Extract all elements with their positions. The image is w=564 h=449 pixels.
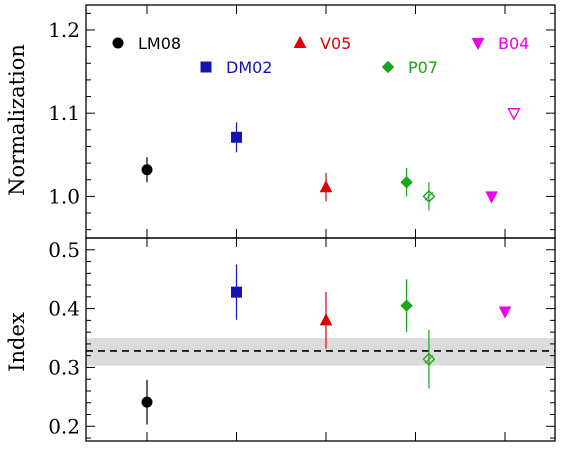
top-y-tick-label: 1.0: [48, 184, 80, 208]
reference-band: [86, 338, 555, 366]
legend-marker-dm02: [200, 61, 212, 73]
bottom-panel: 0.2 0.3 0.4 0.5 Index: [5, 237, 555, 441]
bottom-point-p07: [422, 352, 436, 366]
top-point-dm02: [231, 131, 242, 143]
legend-marker-v05: [293, 35, 307, 48]
legend-marker-b04: [471, 38, 485, 51]
legend-marker-p07: [381, 60, 395, 74]
legend-label-lm08: LM08: [138, 34, 181, 53]
top-point-b04: [507, 108, 521, 121]
top-point-v05: [319, 180, 333, 193]
bottom-y-tick-label: 0.3: [48, 355, 80, 379]
bottom-y-tick-label: 0.4: [48, 297, 80, 321]
top-point-b04: [485, 191, 498, 204]
bottom-point-lm08: [141, 396, 153, 408]
top-panel: 1.0 1.1 1.2 LM08 DM02 V05 P07 B04 Normalizatio…: [5, 5, 555, 238]
top-y-tick-label: 1.1: [48, 101, 80, 125]
bottom-point-dm02: [231, 286, 242, 298]
bottom-y-axis-title: Index: [5, 312, 29, 372]
bottom-plot-frame: [85, 237, 556, 442]
legend-label-b04: B04: [498, 34, 529, 53]
legend-label-v05: V05: [320, 34, 351, 53]
top-point-p07: [422, 189, 436, 203]
top-y-tick-label: 1.2: [48, 18, 80, 42]
bottom-point-b04: [498, 306, 512, 319]
bottom-point-p07: [400, 299, 413, 312]
bottom-y-tick-label: 0.2: [48, 414, 80, 438]
bottom-y-tick-label: 0.5: [48, 238, 80, 262]
bottom-point-v05: [319, 313, 333, 326]
top-point-p07: [400, 176, 413, 189]
legend-label-dm02: DM02: [226, 58, 272, 77]
top-y-axis-title: Normalization: [5, 44, 29, 196]
top-point-lm08: [141, 164, 153, 176]
legend-label-p07: P07: [408, 58, 438, 77]
legend-marker-lm08: [112, 37, 124, 49]
